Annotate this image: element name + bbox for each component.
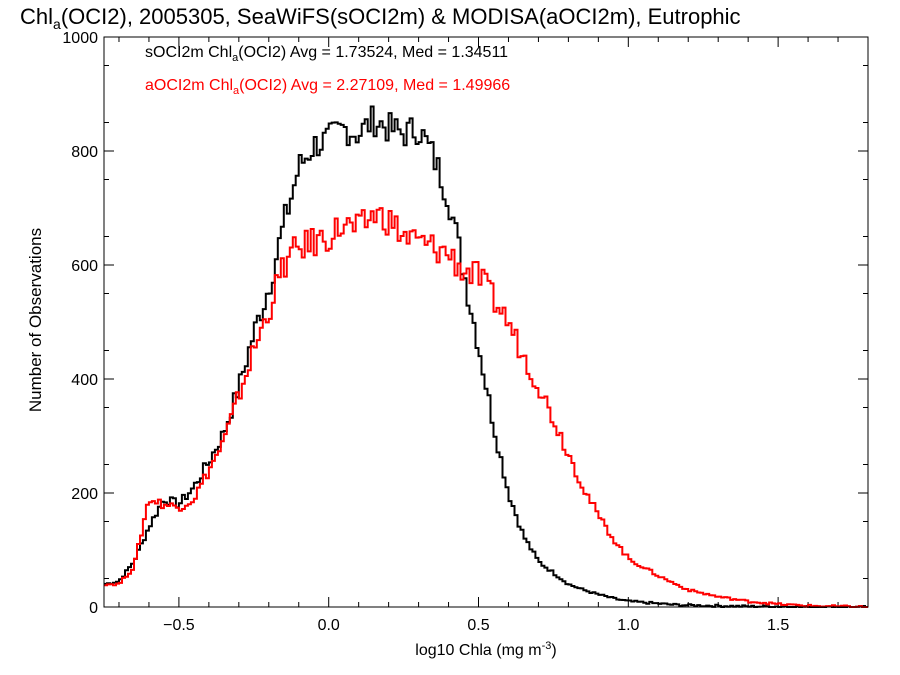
plot-frame	[103, 36, 869, 608]
legend-entry-aOCI2m-pre: aOCI2m Chl	[145, 77, 233, 94]
series-line-aOCI2m	[104, 207, 868, 608]
legend-entry-aOCI2m: aOCI2m Chla(OCI2) Avg = 2.27109, Med = 1…	[145, 77, 510, 97]
y-tick-label: 200	[71, 486, 98, 503]
chart-title-sub: a	[53, 16, 61, 32]
legend-entry-sOCI2m-pre: sOCI2m Chl	[145, 44, 232, 61]
x-axis-label-sup: -3	[542, 640, 552, 652]
x-axis-label: log10 Chla (mg m-3)	[415, 640, 556, 659]
legend-entry-sOCI2m-post: (OCI2) Avg = 1.73524, Med = 1.34511	[238, 44, 508, 61]
x-axis-label-main: log10 Chla (mg m	[415, 642, 541, 659]
y-tick-label: 800	[71, 144, 98, 161]
y-axis-label: Number of Observations	[26, 228, 45, 412]
x-tick-label: 1.0	[617, 617, 639, 634]
x-tick-label: 0.0	[318, 617, 340, 634]
y-tick-label: 1000	[62, 30, 98, 47]
chart-title-main: Chl	[20, 4, 53, 29]
y-axis-ticks: 0 200 400 600 800 1000	[62, 30, 868, 617]
legend-entry-sOCI2m-sub: a	[232, 52, 239, 64]
x-axis-label-end: )	[551, 642, 556, 659]
y-tick-label: 400	[71, 372, 98, 389]
legend-entry-aOCI2m-sub: a	[233, 85, 240, 97]
chart-title-rest: (OCI2), 2005305, SeaWiFS(sOCI2m) & MODIS…	[61, 4, 741, 29]
legend-entry-aOCI2m-post: (OCI2) Avg = 2.27109, Med = 1.49966	[239, 77, 510, 94]
x-tick-label: −0.5	[163, 617, 195, 634]
legend-entry-sOCI2m: sOCI2m Chla(OCI2) Avg = 1.73524, Med = 1…	[145, 44, 508, 64]
x-tick-label: 0.5	[467, 617, 489, 634]
x-axis-ticks: −0.5 0.0 0.5 1.0 1.5	[118, 37, 869, 634]
y-tick-label: 600	[71, 258, 98, 275]
y-tick-label: 0	[89, 600, 98, 617]
chart-title: Chla(OCI2), 2005305, SeaWiFS(sOCI2m) & M…	[20, 4, 741, 32]
x-tick-label: 1.5	[767, 617, 789, 634]
